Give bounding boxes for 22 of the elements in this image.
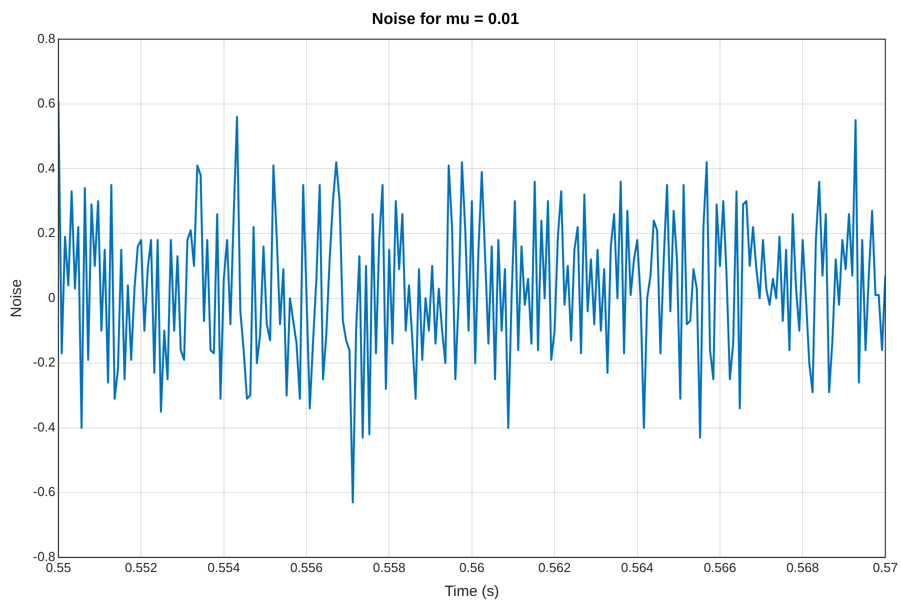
chart-title: Noise for mu = 0.01 — [372, 11, 520, 28]
y-tick-label: 0 — [48, 290, 56, 305]
x-tick-label: 0.566 — [704, 560, 736, 575]
y-tick-label: -0.8 — [32, 548, 56, 564]
x-tick-label: 0.57 — [872, 560, 898, 575]
y-tick-label: -0.2 — [32, 354, 56, 370]
x-tick-label: 0.556 — [290, 560, 323, 575]
x-tick-label: 0.558 — [372, 560, 406, 575]
y-axis-title: Noise — [8, 279, 26, 318]
y-tick-label: -0.4 — [32, 419, 56, 434]
y-tick-label: 0.6 — [37, 96, 56, 111]
y-tick-label: -0.6 — [32, 484, 56, 500]
x-tick-label: 0.568 — [786, 560, 819, 575]
x-tick-label: 0.56 — [459, 560, 485, 575]
x-tick-label: 0.554 — [208, 560, 240, 575]
y-tick-label: 0.4 — [37, 160, 56, 176]
x-tick-label: 0.552 — [124, 560, 158, 575]
x-tick-label: 0.562 — [538, 560, 571, 575]
x-axis-title: Time (s) — [444, 583, 500, 600]
x-tick-label: 0.564 — [620, 560, 654, 575]
y-tick-label: 0.8 — [37, 30, 56, 46]
y-tick-label: 0.2 — [37, 225, 56, 240]
